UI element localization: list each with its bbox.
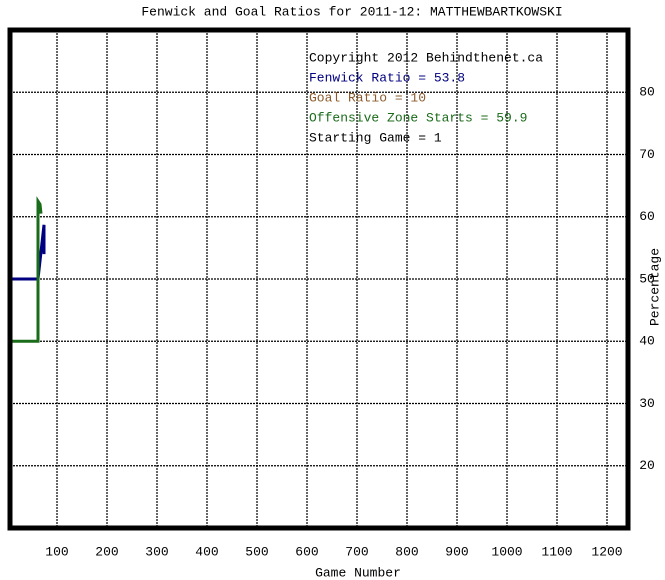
plot-frame xyxy=(7,27,631,531)
x-tick-label: 800 xyxy=(395,544,418,559)
chart-title: Fenwick and Goal Ratios for 2011-12: MAT… xyxy=(141,4,562,19)
annotation: Fenwick Ratio = 53.8 xyxy=(309,70,465,85)
plot-lines xyxy=(10,196,46,343)
y-axis-label: Percentage xyxy=(647,248,662,326)
x-axis-label: Game Number xyxy=(315,565,401,580)
y-tick-label: 30 xyxy=(639,396,655,411)
annotation: Goal Ratio = 10 xyxy=(309,90,426,105)
x-tick-label: 900 xyxy=(445,544,468,559)
y-tick-label: 80 xyxy=(639,85,655,100)
y-tick-label: 40 xyxy=(639,334,655,349)
series-line xyxy=(10,196,43,343)
x-tick-label: 300 xyxy=(145,544,168,559)
grid xyxy=(10,30,628,528)
y-tick-label: 70 xyxy=(639,147,655,162)
annotation: Starting Game = 1 xyxy=(309,130,442,145)
y-tick-label: 20 xyxy=(639,458,655,473)
annotation: Offensive Zone Starts = 59.9 xyxy=(309,110,527,125)
y-tick-label: 60 xyxy=(639,209,655,224)
x-tick-label: 400 xyxy=(195,544,218,559)
x-tick-label: 200 xyxy=(95,544,118,559)
x-tick-label: 100 xyxy=(45,544,68,559)
y-tick-label: 50 xyxy=(639,271,655,286)
x-tick-label: 1100 xyxy=(541,544,572,559)
x-tick-label: 1200 xyxy=(591,544,622,559)
series-line xyxy=(10,224,46,281)
x-tick-label: 600 xyxy=(295,544,318,559)
x-tick-label: 1000 xyxy=(491,544,522,559)
x-tick-label: 700 xyxy=(345,544,368,559)
annotation: Copyright 2012 Behindthenet.ca xyxy=(309,50,543,65)
x-tick-label: 500 xyxy=(245,544,268,559)
